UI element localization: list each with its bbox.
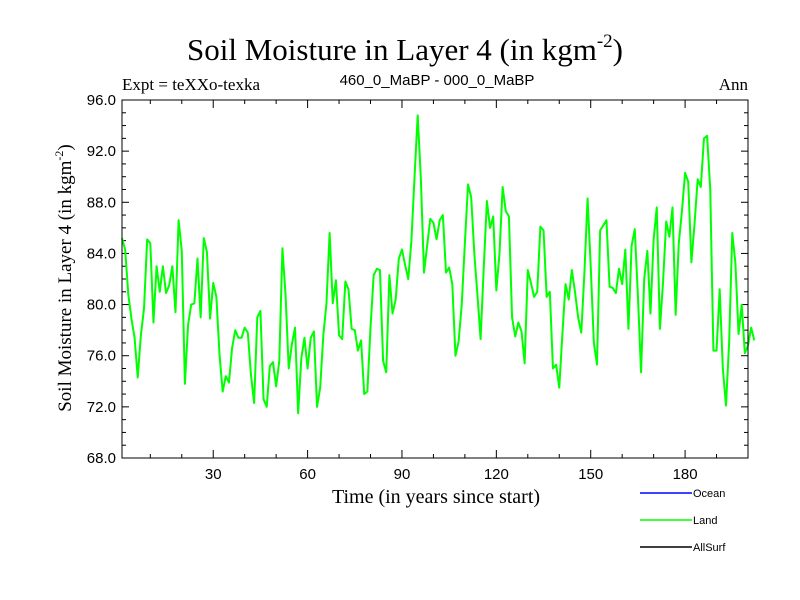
period-label: 460_0_MaBP - 000_0_MaBP [340,72,535,89]
series-layer [121,114,756,415]
series-line-land [121,114,756,415]
x-tick-label: 150 [578,466,603,483]
chart-title: Soil Moisture in Layer 4 (in kgm-2) [187,31,623,67]
y-tick-label: 88.0 [87,194,116,211]
y-axis-label: Soil Moisture in Layer 4 (in kgm-2) [52,144,76,412]
y-tick-label: 68.0 [87,450,116,467]
season-label: Ann [719,75,749,94]
x-tick-label: 30 [205,466,222,483]
legend-label-land: Land [693,515,717,527]
plot-frame [121,99,749,459]
y-tick-label: 72.0 [87,399,116,416]
x-tick-label: 180 [673,466,698,483]
y-axis-label-superscript: -2 [52,151,66,161]
legend: Ocean Land AllSurf [640,488,726,554]
y-tick-label: 80.0 [87,297,116,314]
y-tick-label: 96.0 [87,92,116,109]
x-tick-label: 120 [484,466,509,483]
x-tick-label: 60 [299,466,316,483]
experiment-label: Expt = teXXo-texka [122,75,260,94]
y-tick-label: 92.0 [87,143,116,160]
x-tick-label: 90 [394,466,411,483]
y-tick-label: 76.0 [87,348,116,365]
chart-title-superscript: -2 [597,31,613,52]
legend-label-allsurf: AllSurf [693,542,726,554]
y-tick-label: 84.0 [87,245,116,262]
legend-label-ocean: Ocean [693,488,725,500]
axis-ticks: 68.0 72.0 76.0 80.0 84.0 88.0 92.0 96.0 30 60 90 12… [87,92,748,483]
x-axis-label: Time (in years since start) [332,486,540,508]
